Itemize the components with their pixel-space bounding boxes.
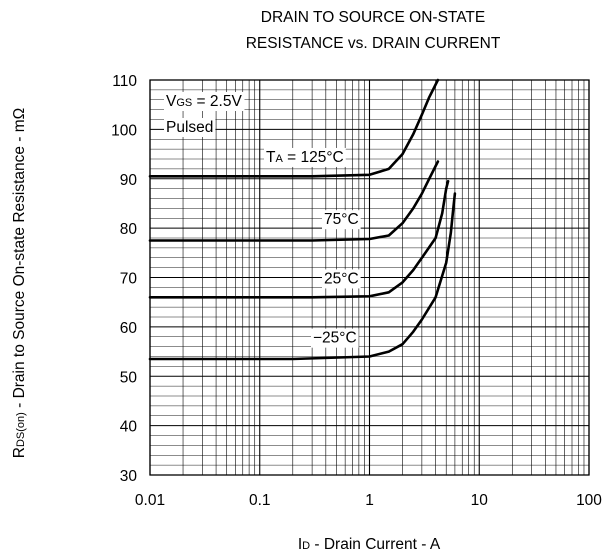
y-axis-label: RDS(on) - Drain to Source On-state Resis…: [11, 108, 28, 459]
y-tick-label: 110: [112, 73, 137, 90]
series-layer: [148, 78, 457, 361]
series-label-2-bg: [322, 269, 361, 289]
series-label-0-text: TA = 125°C: [266, 149, 344, 166]
y-tick-label: 30: [120, 468, 138, 485]
plot-frame: [149, 79, 590, 476]
y-tick-label: 80: [120, 221, 138, 238]
condition-pulsed: Pulsed: [164, 118, 216, 137]
condition-vgs-text: VGS = 2.5V: [166, 93, 242, 110]
y-axis-label-sub: DS(on): [15, 412, 27, 447]
condition-pulsed-text: Pulsed: [166, 119, 213, 136]
x-tick-label: 1: [365, 492, 374, 509]
x-tick-labels: 0.01 0.1 1 10 100: [135, 492, 602, 509]
x-tick-label: 0.01: [135, 492, 165, 509]
series-label-2-text: 25°C: [324, 270, 359, 287]
series-line-0: [148, 78, 440, 178]
series-line-2: [148, 179, 450, 299]
condition-vgs-bg: [164, 92, 245, 111]
series-line-3: [148, 192, 457, 361]
condition-vgs: VGS = 2.5V: [164, 92, 245, 111]
series-label-1: 75°C: [322, 210, 361, 230]
x-axis-label-rest: - Drain Current - A: [310, 536, 441, 553]
y-tick-label: 70: [120, 271, 138, 288]
y-tick-label: 50: [120, 369, 138, 386]
series-label-3: −25°C: [311, 328, 359, 348]
series-label-1-bg: [322, 210, 361, 230]
x-tick-label: 0.1: [249, 492, 271, 509]
series-label-3-text: −25°C: [313, 330, 357, 347]
series-label-0: TA = 125°C: [264, 147, 346, 167]
y-tick-label: 60: [120, 320, 138, 337]
condition-pulsed-bg: [164, 118, 216, 137]
x-tick-label: 10: [471, 492, 489, 509]
series-label-0-bg: [264, 147, 346, 167]
chart-title-line-2: RESISTANCE vs. DRAIN CURRENT: [246, 35, 501, 52]
series-label-2: 25°C: [322, 269, 361, 289]
y-axis-label-main: R: [11, 447, 28, 458]
x-axis-label: ID - Drain Current - A: [298, 536, 441, 553]
labels-layer: VGS = 2.5V Pulsed TA = 125°C 75°C 25°C −25°C: [164, 92, 361, 348]
y-tick-labels: 30 40 50 60 70 80 90 100 110: [111, 73, 137, 485]
series-label-3-bg: [311, 328, 359, 348]
series-line-1: [148, 160, 440, 242]
x-tick-label: 100: [576, 492, 602, 509]
y-tick-label: 100: [111, 122, 137, 139]
chart-title-line-1: DRAIN TO SOURCE ON-STATE: [261, 9, 486, 26]
y-tick-label: 40: [120, 419, 138, 436]
y-tick-label: 90: [120, 172, 138, 189]
y-axis-label-rest: - Drain to Source On-state Resistance - …: [11, 108, 28, 412]
x-axis-label-sub: D: [302, 540, 310, 552]
x-axis-label-main: I: [298, 536, 302, 553]
series-label-1-text: 75°C: [324, 211, 359, 228]
